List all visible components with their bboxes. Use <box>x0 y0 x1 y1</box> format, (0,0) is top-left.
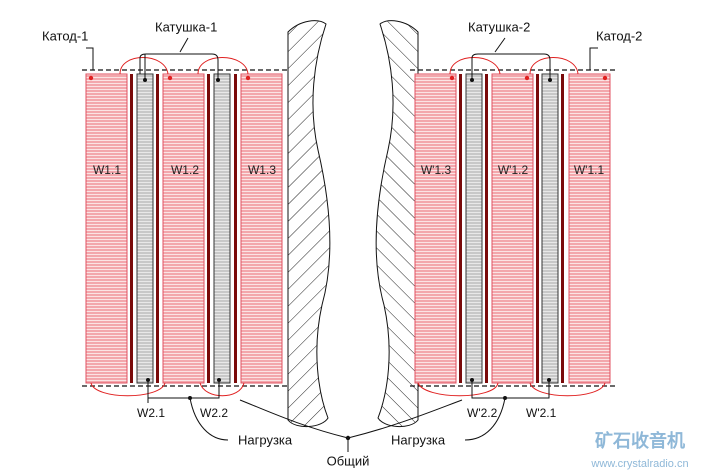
winding <box>162 73 205 384</box>
wire <box>449 57 501 75</box>
winding <box>491 73 534 384</box>
wire <box>464 397 506 441</box>
secondary <box>136 73 154 384</box>
wire <box>471 380 550 399</box>
terminal <box>548 78 552 82</box>
label: Катушка-2 <box>468 19 530 34</box>
winding-label: W'1.3 <box>421 163 452 177</box>
leader <box>179 37 189 53</box>
tap-label: W2.1 <box>137 406 165 420</box>
wire <box>189 397 229 441</box>
wire <box>197 57 249 75</box>
label: Общий <box>327 453 370 468</box>
terminal <box>88 75 94 81</box>
wire <box>471 53 551 74</box>
winding-label: W1.1 <box>93 163 121 177</box>
secondary <box>541 73 559 384</box>
leader <box>494 37 506 53</box>
winding-label: W'1.1 <box>574 163 605 177</box>
wire <box>199 382 245 397</box>
winding <box>240 73 283 384</box>
leader <box>86 47 94 70</box>
insulator <box>207 74 210 383</box>
terminal <box>470 78 474 82</box>
winding-label: W1.2 <box>171 163 199 177</box>
watermark: www.crystalradio.cn <box>590 458 688 470</box>
winding <box>568 73 611 384</box>
winding-label: W'1.2 <box>498 163 529 177</box>
insulator <box>459 74 462 383</box>
winding <box>85 73 128 384</box>
label: Катод-2 <box>596 28 642 43</box>
terminal <box>449 75 455 81</box>
insulator <box>485 74 488 383</box>
insulator <box>561 74 564 383</box>
winding <box>414 73 457 384</box>
core-right <box>375 20 419 427</box>
wire <box>119 57 169 75</box>
insulator <box>536 74 539 383</box>
insulator <box>156 74 159 383</box>
wire <box>90 382 166 397</box>
terminal <box>245 75 251 81</box>
label: Нагрузка <box>238 432 293 447</box>
secondary <box>465 73 483 384</box>
terminal <box>216 78 220 82</box>
label: Катушка-1 <box>155 19 217 34</box>
tap-label: W'2.2 <box>467 406 498 420</box>
terminal <box>167 75 173 81</box>
leader <box>589 47 598 70</box>
watermark: 矿石收音机 <box>595 430 685 451</box>
tap-label: W2.2 <box>200 406 228 420</box>
wire <box>529 382 606 397</box>
wire <box>529 57 579 75</box>
secondary <box>213 73 231 384</box>
label: Нагрузка <box>391 432 446 447</box>
insulator <box>130 74 133 383</box>
insulator <box>234 74 237 383</box>
label: Катод-1 <box>42 28 88 43</box>
tap-label: W'2.1 <box>526 406 557 420</box>
terminal <box>143 78 147 82</box>
winding-label: W1.3 <box>248 163 276 177</box>
wire <box>139 53 219 74</box>
wire <box>417 382 499 397</box>
terminal <box>524 75 530 81</box>
core-left <box>287 20 331 427</box>
terminal <box>602 75 608 81</box>
